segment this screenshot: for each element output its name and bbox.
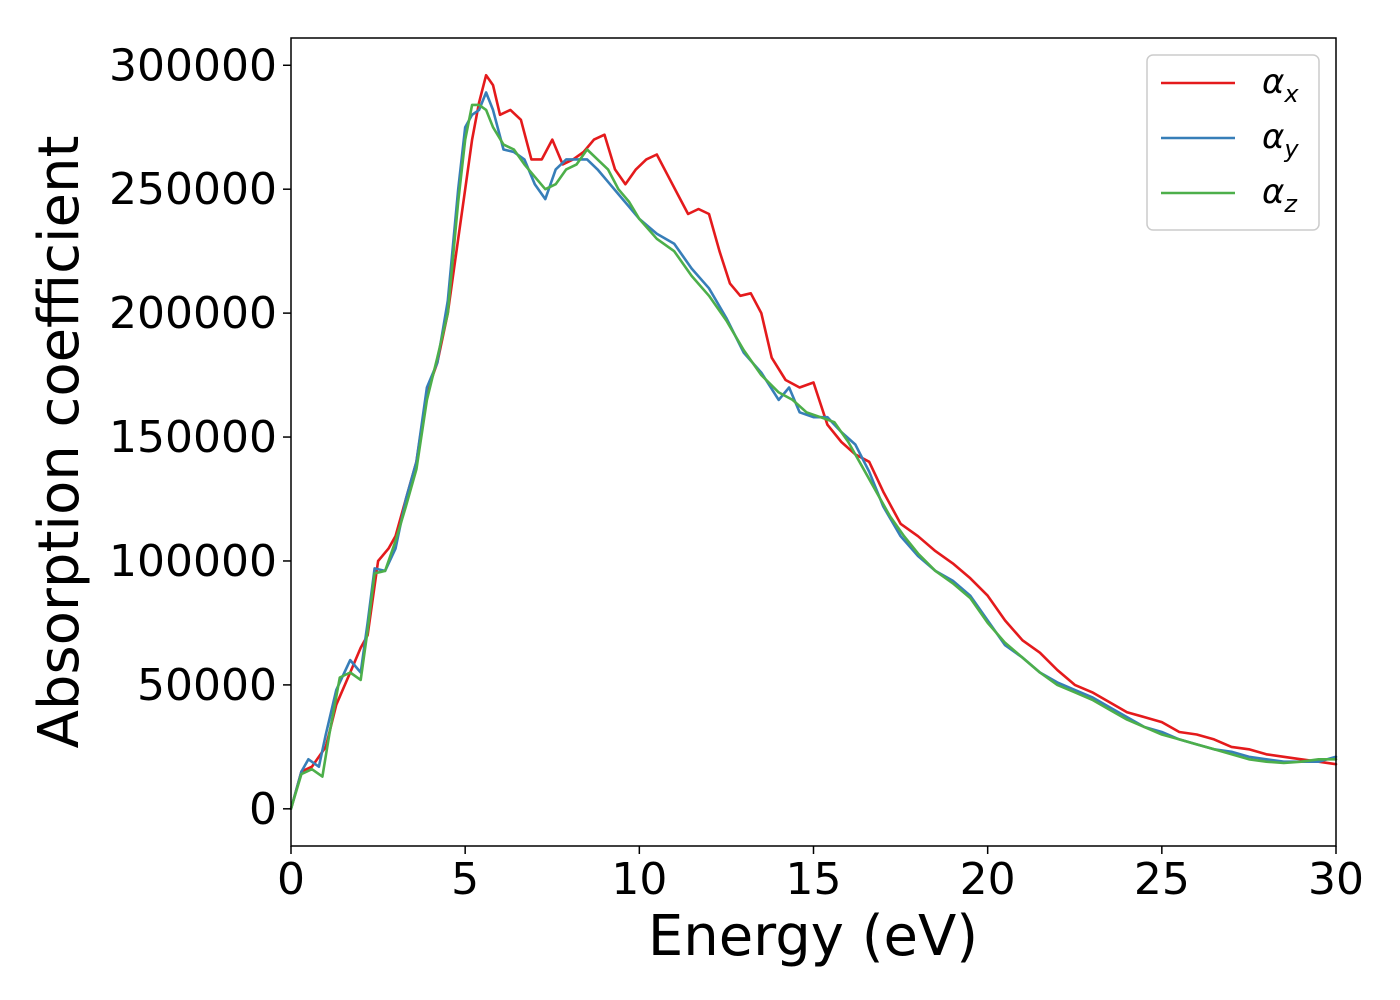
y-axis: 0 50000 100000 150000 200000 250000 300000 (109, 40, 291, 835)
legend-label-z: αz (1262, 172, 1298, 218)
legend-box (1146, 54, 1320, 231)
x-axis: 0 5 10 15 20 25 30 (277, 846, 1364, 905)
x-tick-label: 0 (277, 854, 305, 905)
y-axis-label: Absorption coefficient (27, 136, 92, 749)
y-tick-label: 100000 (109, 536, 277, 587)
x-tick-label: 20 (960, 854, 1016, 905)
y-tick-label: 50000 (137, 660, 277, 711)
y-tick-label: 200000 (109, 288, 277, 339)
x-tick-label: 15 (786, 854, 842, 905)
y-tick-label: 250000 (109, 164, 277, 215)
y-tick-label: 150000 (109, 412, 277, 463)
x-tick-label: 25 (1134, 854, 1190, 905)
legend-label-x: αx (1262, 62, 1299, 108)
x-tick-label: 5 (451, 854, 479, 905)
legend-label-y: αy (1262, 117, 1299, 163)
x-tick-label: 30 (1308, 854, 1364, 905)
y-tick-label: 0 (249, 784, 277, 835)
series-layer (289, 73, 1338, 811)
series-line-z (289, 103, 1338, 811)
y-tick-label: 300000 (109, 40, 277, 91)
legend: αx αy αz (1146, 54, 1320, 231)
x-axis-label: Energy (eV) (648, 904, 978, 969)
x-tick-label: 10 (611, 854, 667, 905)
